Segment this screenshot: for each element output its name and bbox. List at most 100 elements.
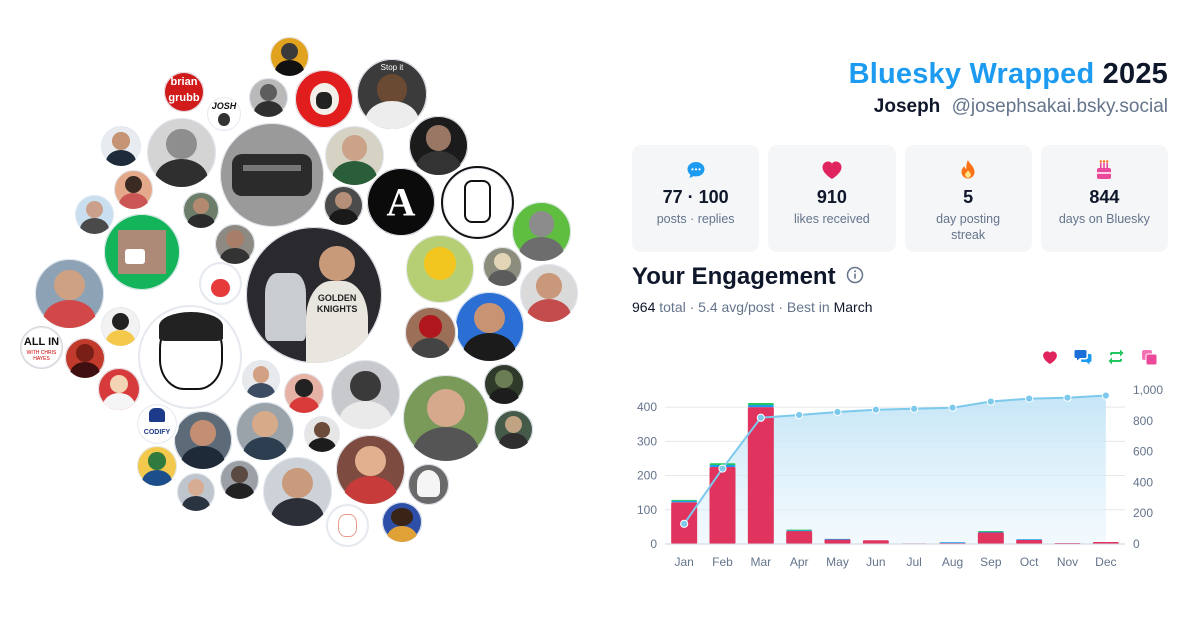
- stats-cards: 77 · 100 posts · replies 910 likes recei…: [632, 145, 1168, 252]
- avatar[interactable]: GOLDEN KNIGHTS: [244, 225, 384, 365]
- avatar[interactable]: Stop it: [355, 57, 429, 131]
- avatar[interactable]: JOSH: [205, 95, 243, 133]
- avatar[interactable]: [200, 308, 204, 312]
- bar-segment: [671, 500, 698, 503]
- avatar[interactable]: [96, 366, 142, 412]
- replies-legend-icon[interactable]: [1073, 347, 1093, 367]
- avatar[interactable]: CODIFY: [135, 402, 179, 446]
- avatar-caption: GOLDEN: [317, 292, 357, 303]
- cumulative-point: [718, 464, 727, 473]
- avatar[interactable]: [322, 184, 365, 227]
- avatar[interactable]: [401, 373, 491, 463]
- avatar-caption: KNIGHTS: [316, 303, 358, 314]
- avatar[interactable]: brian grubb: [162, 70, 206, 114]
- y-right-tick-label: 0: [1133, 537, 1140, 551]
- y-left-tick-label: 100: [637, 503, 657, 517]
- avatar[interactable]: [33, 257, 106, 330]
- logo-text: JOSH: [211, 101, 237, 111]
- avatar[interactable]: [441, 166, 514, 239]
- avatar[interactable]: [293, 68, 355, 130]
- avatar[interactable]: [407, 114, 470, 177]
- avatar[interactable]: [199, 262, 242, 305]
- cumulative-point: [871, 405, 880, 414]
- avatar[interactable]: [518, 262, 580, 324]
- likes-legend-icon[interactable]: [1040, 347, 1060, 367]
- avatar[interactable]: [282, 371, 326, 415]
- avatar[interactable]: [240, 358, 282, 400]
- bar-segment: [786, 530, 813, 532]
- reposts-legend-icon[interactable]: [1106, 347, 1126, 367]
- cumulative-point: [1063, 393, 1072, 402]
- avatar[interactable]: [404, 233, 476, 305]
- bar-segment: [977, 531, 1004, 533]
- avatar[interactable]: [234, 400, 296, 462]
- bar-segment: [1016, 539, 1043, 544]
- logo-text: ALL IN: [23, 336, 60, 348]
- avatar[interactable]: [175, 471, 217, 513]
- x-tick-label: Dec: [1095, 555, 1116, 569]
- stat-label: likes received: [794, 212, 870, 226]
- display-name: Joseph: [873, 96, 941, 117]
- bar-segment: [977, 532, 1004, 544]
- cake-icon: [1041, 159, 1168, 181]
- avatar[interactable]: [181, 190, 221, 230]
- stat-value: 5: [963, 187, 974, 207]
- stat-value: 77 · 100: [662, 187, 729, 207]
- avatar[interactable]: [329, 358, 402, 431]
- logo-text: brian: [170, 76, 198, 88]
- avatar[interactable]: A: [365, 166, 437, 238]
- logo-text: CODIFY: [143, 428, 171, 436]
- engagement-heading: Your Engagement: [632, 263, 864, 291]
- avatar[interactable]: [482, 362, 526, 406]
- user-handle[interactable]: @josephsakai.bsky.social: [951, 96, 1168, 117]
- avatar[interactable]: ALL IN WITH CHRIS HAYES: [20, 326, 63, 369]
- avatar[interactable]: [102, 212, 182, 292]
- avatar[interactable]: [453, 290, 526, 363]
- logo-text: A: [386, 179, 416, 225]
- avatar[interactable]: [172, 409, 234, 471]
- engagement-summary: 964 total · 5.4 avg/post · Best in March: [632, 299, 873, 315]
- stat-label: day posting streak: [936, 212, 1001, 242]
- bar-segment: [709, 463, 736, 465]
- avatar[interactable]: [145, 116, 218, 189]
- avatar[interactable]: [99, 305, 142, 348]
- avatar[interactable]: [492, 408, 535, 451]
- avatar[interactable]: [302, 414, 342, 454]
- avatar[interactable]: [380, 500, 424, 544]
- avatar[interactable]: [112, 168, 155, 211]
- info-icon[interactable]: [846, 263, 864, 291]
- avatar[interactable]: [218, 458, 261, 501]
- y-right-tick-label: 400: [1133, 475, 1153, 489]
- avatar[interactable]: [406, 462, 451, 507]
- avatar[interactable]: [261, 455, 334, 528]
- avatar[interactable]: [138, 305, 242, 409]
- x-tick-label: Oct: [1020, 555, 1039, 569]
- quotes-legend-icon[interactable]: [1139, 347, 1159, 367]
- avatar[interactable]: [63, 336, 107, 380]
- avatar[interactable]: [326, 504, 369, 547]
- avatar[interactable]: [135, 444, 179, 488]
- cumulative-point: [756, 413, 765, 422]
- avatar[interactable]: [218, 121, 326, 229]
- cumulative-point: [1025, 394, 1034, 403]
- bar-segment: [862, 540, 889, 544]
- avatar[interactable]: [334, 433, 407, 506]
- stat-card-posts: 77 · 100 posts · replies: [632, 145, 760, 252]
- avatar[interactable]: [99, 124, 143, 168]
- stat-label: posts · replies: [656, 212, 735, 226]
- x-tick-label: Aug: [942, 555, 963, 569]
- stat-value: 910: [816, 187, 847, 207]
- avatar[interactable]: [403, 305, 458, 360]
- flame-icon: [905, 159, 1032, 181]
- avatar[interactable]: [213, 222, 257, 266]
- engagement-title: Your Engagement: [632, 263, 836, 290]
- avatar[interactable]: [323, 124, 386, 187]
- cumulative-point: [910, 404, 919, 413]
- bar-segment: [747, 407, 774, 544]
- avatar[interactable]: [73, 193, 116, 236]
- avatar[interactable]: [481, 245, 524, 288]
- x-tick-label: Nov: [1057, 555, 1078, 569]
- avatar[interactable]: [268, 35, 311, 78]
- avatar[interactable]: [247, 76, 290, 119]
- bar-segment: [824, 539, 851, 544]
